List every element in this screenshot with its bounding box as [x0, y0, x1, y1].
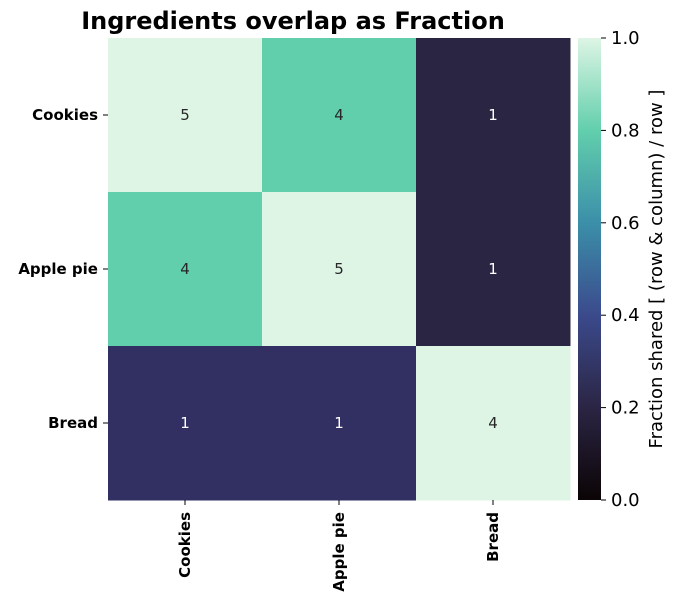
column-labels: Cookies Apple pie Bread	[176, 500, 502, 592]
column-label: Cookies	[176, 512, 194, 578]
row-label: Apple pie	[18, 260, 98, 278]
colorbar-tick-label: 0.0	[611, 490, 640, 511]
cell-value: 5	[334, 260, 344, 278]
row-labels: Cookies Apple pie Bread	[18, 106, 108, 432]
colorbar	[578, 38, 601, 500]
colorbar-tick-label: 0.4	[611, 305, 640, 326]
heatmap-cell	[262, 192, 417, 347]
heatmap-cell	[108, 192, 263, 347]
cell-value: 1	[334, 414, 344, 432]
cell-value: 4	[488, 414, 498, 432]
heatmap-cell	[108, 346, 263, 501]
colorbar-tick-label: 0.8	[611, 120, 640, 141]
chart-title: Ingredients overlap as Fraction	[81, 7, 505, 35]
cell-value: 4	[180, 260, 190, 278]
cell-value: 1	[488, 260, 498, 278]
colorbar-tick-label: 0.2	[611, 398, 640, 419]
colorbar-label: Fraction shared [ (row & column) / row ]	[646, 90, 667, 449]
cell-value: 1	[180, 414, 190, 432]
row-label: Bread	[48, 414, 98, 432]
heatmap-cells: 5 4 1 4 5 1 1 1 4	[108, 38, 571, 501]
heatmap-cell	[416, 346, 571, 501]
colorbar-tick-label: 1.0	[611, 28, 640, 49]
heatmap-cell	[416, 38, 571, 193]
cell-value: 4	[334, 106, 344, 124]
column-label: Apple pie	[330, 512, 348, 592]
heatmap-cell	[262, 346, 417, 501]
heatmap-cell	[108, 38, 263, 193]
row-label: Cookies	[32, 106, 98, 124]
colorbar-ticks: 0.0 0.2 0.4 0.6 0.8 1.0	[601, 28, 640, 511]
cell-value: 1	[488, 106, 498, 124]
cell-value: 5	[180, 106, 190, 124]
column-label: Bread	[484, 512, 502, 562]
heatmap-cell	[416, 192, 571, 347]
colorbar-tick-label: 0.6	[611, 213, 640, 234]
heatmap-cell	[262, 38, 417, 193]
